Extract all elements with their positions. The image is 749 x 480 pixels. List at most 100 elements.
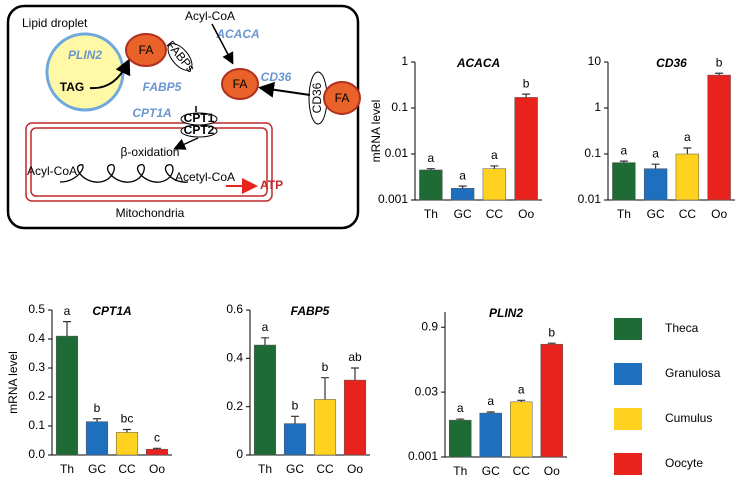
label: Lipid droplet bbox=[22, 16, 88, 30]
significance-label: a bbox=[459, 168, 466, 182]
significance-label: b bbox=[322, 360, 329, 374]
significance-label: b bbox=[94, 401, 101, 415]
x-tick-label: Th bbox=[453, 464, 467, 478]
bar bbox=[540, 343, 563, 458]
bar bbox=[313, 399, 337, 456]
chart-title: ACACA bbox=[456, 56, 500, 70]
bar bbox=[643, 168, 668, 201]
bar bbox=[510, 401, 533, 458]
x-tick-label: GC bbox=[454, 207, 472, 221]
error-bar bbox=[261, 337, 269, 346]
fa bbox=[323, 81, 361, 115]
error-bar bbox=[715, 72, 724, 76]
bar bbox=[419, 169, 443, 201]
x-tick-label: CC bbox=[316, 462, 334, 476]
y-tick-label: 1 bbox=[594, 100, 601, 114]
significance-label: b bbox=[548, 325, 555, 339]
arrow bbox=[211, 23, 234, 65]
error-bar bbox=[547, 342, 556, 345]
label: FABPs bbox=[163, 38, 197, 75]
label: β-oxidation bbox=[121, 145, 180, 159]
bar bbox=[283, 423, 307, 456]
bar bbox=[450, 188, 475, 201]
bar bbox=[343, 379, 367, 456]
bar bbox=[479, 412, 502, 458]
x-tick-label: Oo bbox=[518, 207, 534, 221]
error-bar bbox=[456, 418, 465, 421]
arrow bbox=[176, 106, 199, 148]
y-axis-label: mRNA level bbox=[369, 100, 383, 163]
y-tick-label: 10 bbox=[588, 54, 602, 68]
bar bbox=[85, 421, 109, 456]
chart-title: CD36 bbox=[656, 56, 687, 70]
label: Acyl-CoA bbox=[27, 164, 77, 178]
x-tick-label: Th bbox=[258, 462, 272, 476]
significance-label: a bbox=[262, 320, 269, 334]
x-tick-label: CC bbox=[679, 207, 697, 221]
legend-label: Granulosa bbox=[665, 366, 721, 380]
x-tick-label: Oo bbox=[347, 462, 363, 476]
significance-label: a bbox=[652, 146, 659, 160]
bar bbox=[707, 74, 731, 201]
x-tick-label: Th bbox=[424, 207, 438, 221]
diagram: Lipid droplet PLIN2 TAG FA FABPs FABP5 A… bbox=[6, 4, 361, 230]
label: Mitochondria bbox=[116, 206, 185, 220]
error-bar bbox=[522, 93, 531, 98]
label: CD36 bbox=[310, 82, 324, 113]
significance-label: c bbox=[154, 431, 160, 445]
error-bar bbox=[486, 411, 495, 414]
bar bbox=[55, 335, 79, 456]
error-bar bbox=[517, 399, 526, 402]
significance-label: bc bbox=[121, 412, 134, 426]
x-tick-label: CC bbox=[486, 207, 504, 221]
arrow bbox=[89, 58, 131, 90]
chart-title: PLIN2 bbox=[489, 306, 523, 320]
legend-swatch bbox=[614, 363, 642, 385]
label: FA bbox=[139, 43, 154, 57]
significance-label: a bbox=[428, 151, 435, 165]
y-tick-label: 0 bbox=[236, 447, 243, 461]
bar bbox=[253, 344, 277, 456]
bar bbox=[482, 168, 507, 201]
significance-label: a bbox=[487, 394, 494, 408]
significance-label: a bbox=[518, 383, 525, 397]
significance-label: a bbox=[64, 304, 71, 318]
label: Acyl-CoA bbox=[185, 9, 235, 23]
legend-swatch bbox=[614, 408, 642, 430]
label: CPT1 bbox=[184, 111, 215, 125]
fa bbox=[125, 33, 167, 67]
cpt2 bbox=[180, 124, 218, 138]
error-bar bbox=[490, 165, 499, 169]
mitochondria bbox=[25, 122, 273, 202]
x-tick-label: Oo bbox=[711, 207, 727, 221]
error-bar bbox=[458, 185, 467, 189]
error-bar bbox=[683, 147, 692, 154]
y-tick-label: 0.6 bbox=[226, 302, 243, 316]
x-tick-label: Oo bbox=[544, 464, 560, 478]
y-tick-label: 0.4 bbox=[226, 351, 243, 365]
error-bar bbox=[321, 377, 329, 400]
legend-label: Theca bbox=[665, 321, 699, 335]
y-tick-label: 0.1 bbox=[28, 418, 45, 432]
y-tick-label: 0.001 bbox=[408, 449, 438, 463]
y-tick-label: 0.01 bbox=[385, 146, 409, 160]
significance-label: a bbox=[621, 143, 628, 157]
y-tick-label: 0.0 bbox=[28, 447, 45, 461]
label: ATP bbox=[260, 178, 283, 192]
bar bbox=[115, 432, 139, 456]
significance-label: b bbox=[523, 76, 530, 90]
x-tick-label: GC bbox=[88, 462, 106, 476]
label: CPT2 bbox=[184, 123, 215, 137]
arrow bbox=[258, 81, 311, 98]
significance-label: b bbox=[716, 55, 723, 69]
y-tick-label: 0.01 bbox=[578, 192, 602, 206]
x-tick-label: GC bbox=[286, 462, 304, 476]
error-bar bbox=[619, 160, 628, 163]
x-tick-label: Oo bbox=[149, 462, 165, 476]
label: ACACA bbox=[215, 27, 259, 41]
label: FA bbox=[335, 91, 350, 105]
spiral bbox=[59, 164, 189, 183]
significance-label: ab bbox=[348, 350, 362, 364]
x-tick-label: GC bbox=[647, 207, 665, 221]
